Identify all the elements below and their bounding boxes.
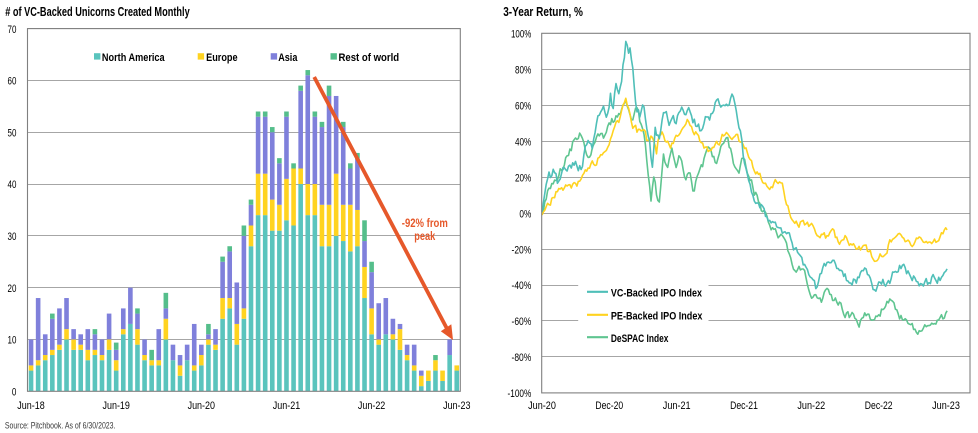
svg-text:0: 0 [12, 387, 17, 399]
svg-text:60%: 60% [515, 100, 531, 112]
svg-text:VC-Backed IPO Index: VC-Backed IPO Index [611, 287, 703, 299]
svg-text:-100%: -100% [508, 388, 532, 400]
svg-text:Jun-20: Jun-20 [188, 400, 215, 412]
svg-text:Jun-22: Jun-22 [358, 400, 385, 412]
svg-text:100%: 100% [511, 29, 531, 41]
svg-text:-92% from: -92% from [402, 218, 448, 230]
svg-text:Jun-19: Jun-19 [103, 400, 130, 412]
svg-text:70: 70 [8, 24, 17, 36]
svg-text:-60%: -60% [512, 316, 532, 328]
svg-text:20%: 20% [515, 172, 531, 184]
svg-text:0%: 0% [519, 208, 531, 220]
svg-text:40%: 40% [515, 136, 531, 148]
svg-text:80%: 80% [515, 65, 531, 77]
svg-text:Jun-20: Jun-20 [528, 400, 556, 412]
svg-text:Europe: Europe [206, 52, 238, 64]
svg-text:-20%: -20% [512, 244, 532, 256]
svg-text:Dec-20: Dec-20 [595, 400, 623, 412]
svg-text:Jun-21: Jun-21 [663, 400, 691, 412]
svg-text:10: 10 [8, 335, 17, 347]
svg-text:Rest of world: Rest of world [339, 52, 400, 64]
svg-text:Jun-23: Jun-23 [932, 400, 960, 412]
svg-text:peak: peak [414, 231, 435, 243]
svg-text:North America: North America [102, 52, 165, 64]
svg-text:20: 20 [8, 283, 17, 295]
svg-text:PE-Backed IPO Index: PE-Backed IPO Index [611, 310, 703, 322]
svg-text:Asia: Asia [278, 52, 298, 64]
svg-text:DeSPAC Index: DeSPAC Index [611, 333, 669, 345]
svg-text:30: 30 [8, 231, 17, 243]
svg-text:Source: Pitchbook. As of 6/30/: Source: Pitchbook. As of 6/30/2023. [5, 420, 116, 430]
svg-text:60: 60 [8, 76, 17, 88]
svg-text:Dec-22: Dec-22 [865, 400, 893, 412]
svg-text:-80%: -80% [512, 352, 532, 364]
svg-text:3-Year Return, %: 3-Year Return, % [503, 5, 583, 19]
svg-text:Jun-23: Jun-23 [443, 400, 470, 412]
svg-text:40: 40 [8, 179, 17, 191]
svg-text:Jun-21: Jun-21 [273, 400, 300, 412]
svg-text:Jun-18: Jun-18 [17, 400, 44, 412]
svg-text:50: 50 [8, 127, 17, 139]
svg-text:Dec-21: Dec-21 [730, 400, 758, 412]
svg-text:Jun-22: Jun-22 [797, 400, 825, 412]
svg-text:# of VC-Backed Unicorns Create: # of VC-Backed Unicorns Created Monthly [5, 5, 190, 19]
svg-text:-40%: -40% [512, 280, 532, 292]
